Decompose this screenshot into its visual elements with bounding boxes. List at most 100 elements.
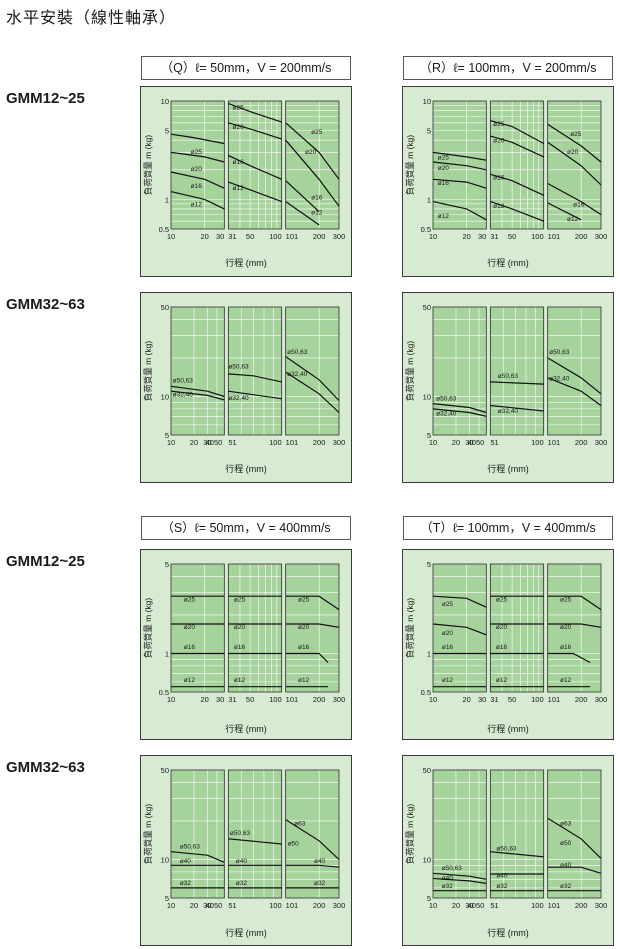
series-label: ø20 [560,624,572,631]
chart-panel-q-large: 10 20 30 4050 51 100 101 200 300 50 10 5 負荷質量 m (kg)… [140,292,352,483]
plot-area-segment [547,307,601,435]
series-line [228,838,282,845]
x-tick-label: 30 [216,695,224,704]
series-label: ø25 [298,596,310,603]
y-tick-label: 0.5 [159,225,169,234]
plot-frame [285,563,340,693]
series-label: ø20 [234,624,246,631]
y-tick-label: 5 [165,127,169,136]
x-tick-label: 300 [333,901,346,910]
series-line [285,595,340,611]
x-tick-label: 20 [190,438,198,447]
x-tick-label: 10 [167,695,175,704]
x-tick-label: 200 [575,695,588,704]
x-tick-label: 200 [313,901,326,910]
plot-frame [285,100,340,230]
series-label: ø16 [234,644,246,651]
series-line [170,851,225,863]
series-line [490,201,544,222]
x-tick-label: 51 [228,901,236,910]
x-tick-label: 200 [575,901,588,910]
plot-area-segment [433,307,487,435]
series-label: ø32,40 [173,391,194,398]
series-label: ø50,63 [228,364,249,371]
x-tick-label: 200 [575,438,588,447]
plot-frame [170,100,225,230]
series-line [547,357,602,395]
y-tick-label: 0.5 [421,225,431,234]
series-label: ø12 [438,213,450,220]
y-tick-label: 1 [165,649,169,658]
x-tick-label: 300 [595,438,608,447]
y-tick-label: 50 [423,766,431,775]
series-line [547,182,602,216]
x-tick-label: 101 [286,695,299,704]
x-tick-label: 300 [333,438,346,447]
x-tick-label: 10 [429,901,437,910]
y-tick-label: 5 [165,894,169,903]
series-label: ø32 [496,883,508,890]
x-tick-label: 20 [452,901,460,910]
series-label: ø32,40 [436,411,457,418]
series-line [547,123,602,163]
plot-frame [489,769,545,899]
series-line [547,377,602,406]
series-label: ø16 [298,644,310,651]
x-tick-label: 30 [203,901,211,910]
x-tick-label: 10 [167,438,175,447]
y-tick-label: 1 [427,649,431,658]
series-label: ø16 [191,183,203,190]
chart-panel-s-small: 10 20 30 31 50 100 101 200 300 5 1 0.5 負荷質量 m (kg) ø2… [140,549,352,740]
series-label: ø12 [184,677,196,684]
x-tick-label: 200 [575,232,588,241]
plot-area-segment [228,307,282,435]
x-tick-label: 50 [508,232,516,241]
x-tick-label: 10 [429,695,437,704]
model-label-large-1: GMM32~63 [6,296,85,313]
x-tick-label: 101 [286,438,299,447]
chart-panel-s-large: 10 20 30 4050 51 100 101 200 300 50 10 5 負荷質量 m (kg)… [140,755,352,946]
series-label: ø16 [442,644,454,651]
x-tick-label: 20 [462,232,470,241]
chart-panel-t-small: 10 20 30 31 50 100 101 200 300 5 1 0.5 負荷質量 m (kg) ø2… [402,549,614,740]
series-line [285,864,340,868]
plot-area-segment [547,564,601,692]
x-tick-label: 10 [167,232,175,241]
x-tick-label: 101 [548,438,561,447]
plot-area-segment [171,101,225,229]
series-label: ø25 [311,129,323,136]
series-label: ø32 [560,883,572,890]
x-tick-label: 50 [508,695,516,704]
condition-label-s: （S）ℓ= 50mm，V = 400mm/s [141,516,351,540]
x-tick-label: 20 [200,695,208,704]
x-tick-label: 100 [531,232,544,241]
series-label: ø50,63 [230,830,251,837]
series-label: ø12 [496,677,508,684]
series-label: ø20 [442,630,454,637]
plot-frame [547,563,602,693]
chart-panel-t-large: 10 20 30 4050 51 100 101 200 300 50 10 5 負荷質量 m (kg)… [402,755,614,946]
x-axis-title: 行程 (mm) [487,464,529,474]
series-label: ø25 [442,601,454,608]
x-tick-label: 100 [531,695,544,704]
x-tick-label: 51 [490,438,498,447]
series-label: ø20 [493,137,505,144]
y-tick-label: 10 [161,855,169,864]
x-tick-label: 30 [478,695,486,704]
series-label: ø25 [570,131,582,138]
series-line [432,595,487,608]
series-line [285,371,340,413]
x-tick-label: 20 [452,438,460,447]
y-tick-label: 5 [165,560,169,569]
x-tick-label: 100 [531,901,544,910]
y-tick-label: 50 [423,303,431,312]
x-tick-label: 101 [286,901,299,910]
x-tick-label: 200 [313,232,326,241]
plot-area-segment [433,770,487,898]
y-axis-title: 負荷質量 m (kg) [143,135,153,196]
series-line [490,851,544,858]
series-label: ø50,63 [442,865,463,872]
series-label: ø16 [493,174,505,181]
